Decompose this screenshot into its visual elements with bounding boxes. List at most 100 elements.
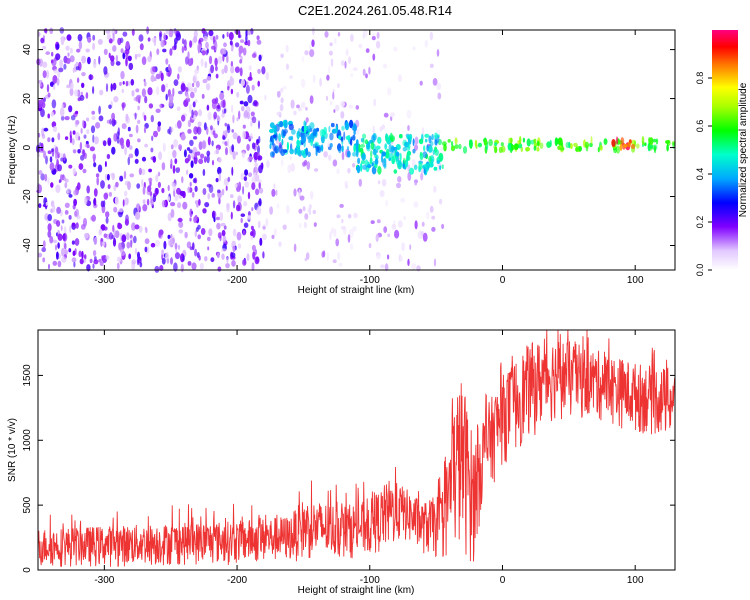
heatmap-cell <box>330 58 334 67</box>
heatmap-cell <box>201 93 205 99</box>
heatmap-cell <box>337 82 340 89</box>
x-tick-label: -300 <box>94 275 114 286</box>
heatmap-cell <box>205 83 211 91</box>
heatmap-cell <box>227 176 231 183</box>
heatmap-cell <box>167 237 173 247</box>
x-tick-label: 100 <box>627 275 644 286</box>
heatmap-cell <box>43 150 47 159</box>
x-tick-label: -100 <box>360 575 380 586</box>
heatmap-cell <box>45 51 50 55</box>
heatmap-cell <box>93 59 97 69</box>
heatmap-cell <box>360 162 363 172</box>
heatmap-cell <box>372 53 376 61</box>
heatmap-cell <box>454 144 459 150</box>
heatmap-cell <box>356 139 359 146</box>
heatmap-cell <box>64 242 67 250</box>
heatmap-cell <box>403 216 406 220</box>
y-tick-label: -40 <box>22 238 33 253</box>
heatmap-cell <box>102 140 107 147</box>
heatmap-cell <box>105 74 109 79</box>
heatmap-cell <box>161 257 166 265</box>
heatmap-cell <box>111 112 116 121</box>
heatmap-cell <box>193 126 199 135</box>
heatmap-cell <box>113 206 118 213</box>
heatmap-cell <box>222 48 227 55</box>
heatmap-cell <box>187 58 193 67</box>
heatmap-cell <box>219 92 225 101</box>
heatmap-cell <box>426 144 429 152</box>
heatmap-cell <box>182 254 185 262</box>
heatmap-cell <box>143 81 147 87</box>
snr-x-axis-label: Height of straight line (km) <box>298 585 415 596</box>
heatmap-cell <box>114 230 120 239</box>
heatmap-cell <box>193 35 198 44</box>
colorbar-tick-label: 0.6 <box>695 120 705 133</box>
heatmap-cell <box>124 197 129 206</box>
heatmap-cell <box>117 223 123 230</box>
heatmap-cell <box>144 238 150 245</box>
heatmap-cell <box>331 128 337 134</box>
heatmap-cell <box>360 144 365 148</box>
heatmap-cell <box>222 136 226 140</box>
heatmap-cell <box>103 192 109 200</box>
heatmap-cell <box>76 215 81 220</box>
heatmap-cell <box>44 173 48 182</box>
heatmap-cell <box>280 87 284 93</box>
heatmap-cell <box>269 143 272 150</box>
y-tick-label: 0 <box>22 144 33 150</box>
heatmap-cell <box>312 209 316 215</box>
heatmap-cell <box>97 164 103 173</box>
heatmap-cell <box>111 146 116 155</box>
heatmap-cell <box>186 82 192 89</box>
heatmap-cell <box>128 153 134 159</box>
heatmap-cell <box>157 181 161 188</box>
colorbar-label: Normalized spectral amplitude <box>738 82 749 217</box>
heatmap-cell <box>255 174 260 182</box>
heatmap-cell <box>109 118 112 125</box>
heatmap-cell <box>375 233 379 242</box>
heatmap-cell <box>418 138 424 145</box>
heatmap-cell <box>394 229 400 239</box>
heatmap-cell <box>155 187 159 195</box>
heatmap-cell <box>350 33 354 42</box>
heatmap-cell <box>371 134 376 143</box>
heatmap-cell <box>434 148 439 156</box>
heatmap-cell <box>331 227 334 235</box>
heatmap-cell <box>258 181 261 190</box>
heatmap-cell <box>72 168 77 175</box>
heatmap-cell <box>340 100 345 108</box>
heatmap-cell <box>250 231 254 237</box>
heatmap-cell <box>159 32 162 42</box>
heatmap-cell <box>180 133 186 141</box>
heatmap-cell <box>92 34 96 41</box>
heatmap-cell <box>125 116 130 124</box>
heatmap-cell <box>98 55 101 65</box>
heatmap-cell <box>144 226 147 231</box>
heatmap-cell <box>376 219 381 224</box>
heatmap-cell <box>136 183 141 189</box>
heatmap-cell <box>599 145 603 151</box>
heatmap-cell <box>151 135 154 142</box>
heatmap-cell <box>82 168 87 174</box>
heatmap-cell <box>197 43 202 52</box>
heatmap-cell <box>78 136 81 141</box>
heatmap-cell <box>68 215 72 220</box>
heatmap-cell <box>666 143 669 152</box>
heatmap-cell <box>192 76 196 84</box>
heatmap-cell <box>313 222 317 227</box>
heatmap-cell <box>56 206 61 214</box>
heatmap-cell <box>251 207 254 212</box>
heatmap-cell <box>92 263 95 269</box>
heatmap-cell <box>362 138 365 145</box>
heatmap-cell <box>86 117 90 122</box>
heatmap-cell <box>120 251 126 256</box>
heatmap-cell <box>167 71 171 77</box>
heatmap-cell <box>255 188 260 196</box>
heatmap-cell <box>312 128 317 137</box>
heatmap-cell <box>109 55 115 62</box>
heatmap-cell <box>194 185 198 192</box>
heatmap-cell <box>190 91 195 99</box>
heatmap-cell <box>264 94 267 101</box>
heatmap-cell <box>178 144 183 151</box>
heatmap-cell <box>306 125 312 133</box>
